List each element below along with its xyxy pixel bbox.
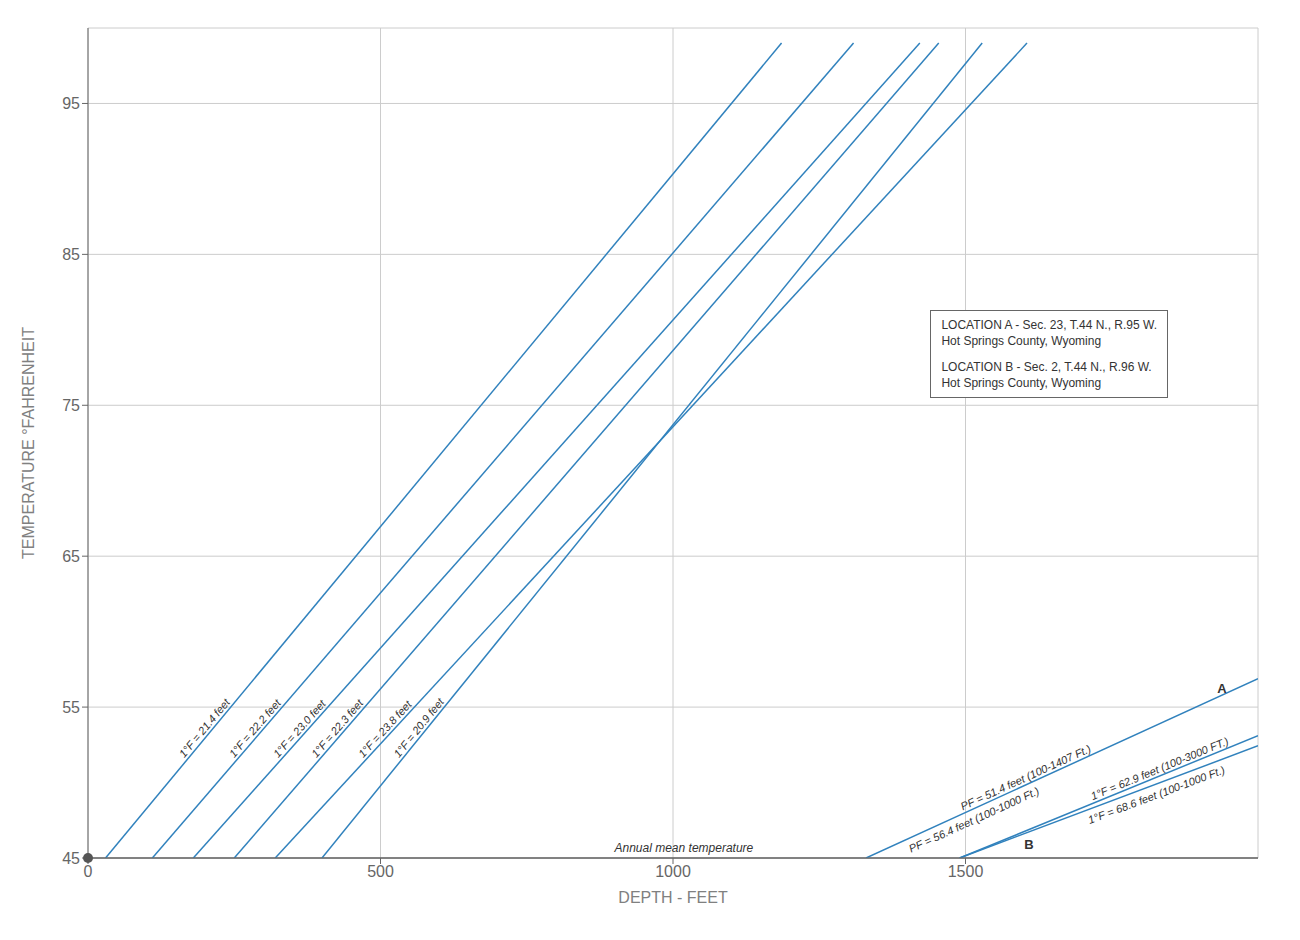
svg-text:0: 0 (84, 863, 93, 880)
svg-text:1°F = 62.9 feet (100-3000 FT.): 1°F = 62.9 feet (100-3000 FT.) (1089, 735, 1231, 802)
svg-text:85: 85 (62, 246, 80, 263)
svg-text:500: 500 (367, 863, 394, 880)
svg-text:DEPTH - FEET: DEPTH - FEET (618, 889, 728, 906)
svg-text:1°F = 23.0 feet: 1°F = 23.0 feet (271, 697, 329, 760)
svg-text:1°F = 22.3 feet: 1°F = 22.3 feet (309, 696, 366, 759)
svg-text:1°F = 21.4 feet: 1°F = 21.4 feet (177, 695, 233, 759)
svg-text:PF = 56.4 feet (100-1000 Ft.): PF = 56.4 feet (100-1000 Ft.) (907, 785, 1041, 855)
svg-text:1°F = 22.2 feet: 1°F = 22.2 feet (227, 696, 284, 759)
html-text:Hot Springs County, Wyoming: Hot Springs County, Wyoming (941, 334, 1102, 349)
svg-text:TEMPERATURE °FAHRENHEIT: TEMPERATURE °FAHRENHEIT (20, 327, 37, 559)
svg-text:Annual mean temperature: Annual mean temperature (614, 841, 754, 855)
html-text:LOCATION B - Sec. 2, T.44 N.,: LOCATION B - Sec. 2, T.44 N., R.96 W. (941, 360, 1152, 375)
svg-text:1°F = 23.8 feet: 1°F = 23.8 feet (356, 697, 415, 759)
svg-text:A: A (1217, 681, 1227, 696)
svg-text:B: B (1024, 837, 1033, 852)
svg-text:1°F = 20.9 feet: 1°F = 20.9 feet (391, 695, 446, 760)
svg-text:75: 75 (62, 397, 80, 414)
svg-text:55: 55 (62, 699, 80, 716)
svg-text:45: 45 (62, 850, 80, 867)
svg-text:1°F = 68.6 feet (100-1000 Ft.): 1°F = 68.6 feet (100-1000 Ft.) (1086, 763, 1226, 825)
svg-text:95: 95 (62, 95, 80, 112)
svg-text:1000: 1000 (655, 863, 691, 880)
html-text:Hot Springs County, Wyoming: Hot Springs County, Wyoming (941, 376, 1102, 391)
html-text:LOCATION A - Sec. 23, T.44 N.,: LOCATION A - Sec. 23, T.44 N., R.95 W. (941, 318, 1157, 333)
svg-text:65: 65 (62, 548, 80, 565)
svg-text:PF = 51.4 feet (100-1407 Ft.): PF = 51.4 feet (100-1407 Ft.) (959, 742, 1093, 812)
svg-text:1500: 1500 (948, 863, 984, 880)
